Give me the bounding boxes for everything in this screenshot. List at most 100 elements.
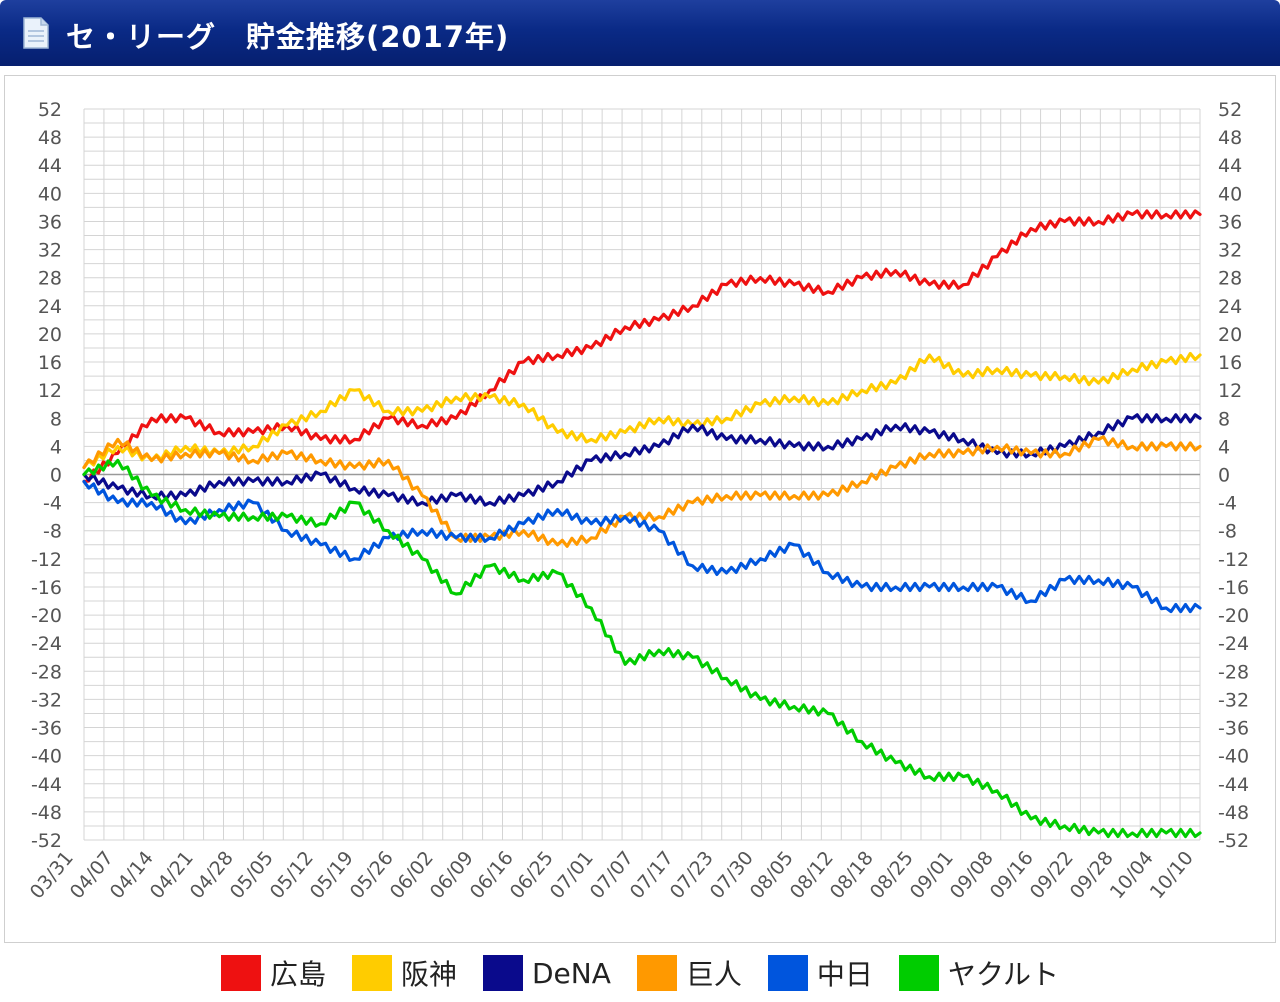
y-tick-label-left: 20 <box>38 324 62 346</box>
y-tick-label-left: 44 <box>38 155 62 177</box>
x-tick-label: 05/12 <box>266 847 318 903</box>
x-tick-label: 07/23 <box>666 847 718 903</box>
y-tick-label-right: -20 <box>1218 605 1249 627</box>
legend-label: 中日 <box>816 958 873 991</box>
y-tick-label-left: -40 <box>31 746 62 768</box>
x-tick-label: 09/28 <box>1066 847 1118 903</box>
x-tick-label: 09/01 <box>906 847 958 903</box>
y-tick-label-right: 20 <box>1218 324 1242 346</box>
x-tick-label: 08/12 <box>786 847 838 903</box>
y-tick-label-right: -24 <box>1218 633 1249 655</box>
y-tick-label-right: 40 <box>1218 183 1242 205</box>
legend: 広島 阪神 DeNA 巨人 中日 ヤクルト <box>0 950 1280 996</box>
y-tick-label-left: -44 <box>31 774 62 796</box>
y-tick-label-left: 40 <box>38 183 62 205</box>
x-tick-label: 08/25 <box>866 847 918 903</box>
y-tick-label-right: -16 <box>1218 577 1249 599</box>
series-line-0 <box>82 209 1202 484</box>
legend-item: DeNA <box>482 955 611 991</box>
y-tick-label-right: -32 <box>1218 689 1249 711</box>
x-tick-label: 04/07 <box>66 847 118 903</box>
legend-label: ヤクルト <box>947 958 1060 991</box>
legend-label: DeNA <box>531 956 611 990</box>
y-tick-label-right: -28 <box>1218 661 1249 683</box>
y-tick-label-left: 12 <box>38 380 62 402</box>
y-tick-label-right: 44 <box>1218 155 1242 177</box>
series-line-1 <box>82 351 1202 470</box>
x-tick-label: 03/31 <box>26 847 78 903</box>
y-tick-label-right: -52 <box>1218 830 1249 852</box>
y-tick-label-left: 0 <box>50 465 62 487</box>
legend-item: 巨人 <box>636 953 742 993</box>
y-tick-label-right: 4 <box>1218 436 1230 458</box>
x-tick-label: 06/09 <box>426 847 478 903</box>
page-title: セ・リーグ 貯金推移(2017年) <box>66 20 510 54</box>
y-tick-label-left: 8 <box>50 408 62 430</box>
x-tick-label: 06/16 <box>466 847 518 903</box>
y-tick-label-left: 32 <box>38 240 62 262</box>
y-tick-label-right: -12 <box>1218 549 1249 571</box>
x-tick-label: 04/14 <box>106 847 158 903</box>
y-tick-label-left: -16 <box>31 577 62 599</box>
legend-swatch <box>636 955 677 991</box>
y-tick-label-left: -24 <box>31 633 62 655</box>
x-tick-label: 06/02 <box>386 847 438 903</box>
legend-item: 中日 <box>767 953 873 993</box>
y-tick-label-left: 48 <box>38 127 62 149</box>
y-tick-label-right: 12 <box>1218 380 1242 402</box>
y-tick-label-left: 16 <box>38 352 62 374</box>
x-tick-label: 07/17 <box>626 847 678 903</box>
y-tick-label-right: 24 <box>1218 296 1242 318</box>
series-line-3 <box>82 435 1202 548</box>
x-tick-label: 04/28 <box>186 847 238 903</box>
y-tick-label-right: -8 <box>1218 521 1237 543</box>
y-tick-label-left: 36 <box>38 211 62 233</box>
x-tick-label: 07/30 <box>706 847 758 903</box>
document-icon <box>22 17 50 53</box>
x-tick-label: 09/22 <box>1026 847 1078 903</box>
x-tick-label: 07/01 <box>546 847 598 903</box>
chart-header: セ・リーグ 貯金推移(2017年) <box>0 0 1280 66</box>
y-tick-label-right: 32 <box>1218 240 1242 262</box>
y-tick-label-left: -36 <box>31 718 62 740</box>
y-tick-label-right: -40 <box>1218 746 1249 768</box>
y-tick-label-right: 0 <box>1218 465 1230 487</box>
legend-item: ヤクルト <box>898 953 1060 993</box>
y-tick-label-left: -12 <box>31 549 62 571</box>
x-tick-label: 05/26 <box>346 847 398 903</box>
legend-swatch <box>351 955 392 991</box>
grid <box>83 108 1201 841</box>
x-tick-label: 09/08 <box>946 847 998 903</box>
y-tick-label-left: 24 <box>38 296 62 318</box>
legend-swatch <box>220 955 261 991</box>
series-lines <box>82 209 1202 839</box>
y-tick-label-right: 8 <box>1218 408 1230 430</box>
y-tick-label-left: 52 <box>38 99 62 121</box>
x-tick-label: 06/25 <box>506 847 558 903</box>
x-tick-label: 04/21 <box>146 847 198 903</box>
y-tick-label-left: 28 <box>38 268 62 290</box>
legend-swatch <box>482 955 523 991</box>
x-tick-label: 05/19 <box>306 847 358 903</box>
legend-item: 阪神 <box>351 953 457 993</box>
legend-item: 広島 <box>220 953 326 993</box>
y-tick-label-right: -44 <box>1218 774 1249 796</box>
y-tick-label-left: -4 <box>43 493 62 515</box>
y-tick-label-left: -28 <box>31 661 62 683</box>
legend-swatch <box>767 955 808 991</box>
y-tick-label-left: -52 <box>31 830 62 852</box>
x-tick-label: 09/16 <box>986 847 1038 903</box>
y-tick-label-right: 16 <box>1218 352 1242 374</box>
x-tick-label: 10/04 <box>1106 847 1158 903</box>
x-tick-label: 08/05 <box>746 847 798 903</box>
y-tick-label-right: 36 <box>1218 211 1242 233</box>
x-tick-label: 08/18 <box>826 847 878 903</box>
series-line-2 <box>82 413 1202 507</box>
y-tick-label-right: -48 <box>1218 802 1249 824</box>
legend-label: 広島 <box>269 958 326 991</box>
legend-label: 巨人 <box>685 958 742 991</box>
x-tick-label: 05/05 <box>226 847 278 903</box>
y-tick-label-right: -36 <box>1218 718 1249 740</box>
x-tick-label: 07/07 <box>586 847 638 903</box>
